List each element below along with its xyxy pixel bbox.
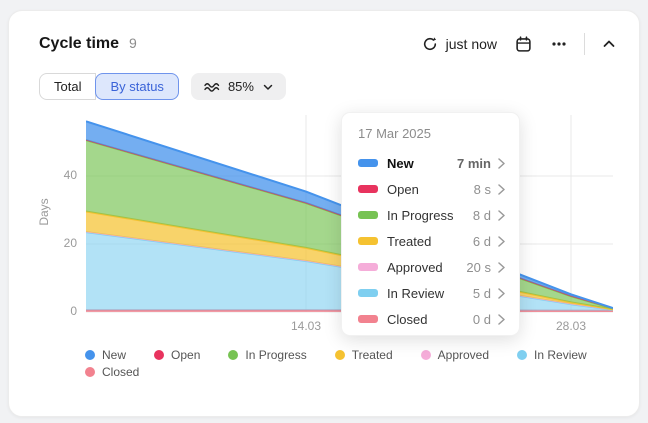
title-group: Cycle time 9 — [39, 35, 137, 53]
tooltip-row-label: New — [387, 155, 414, 171]
chevron-right-icon — [498, 209, 505, 221]
tooltip-row-new[interactable]: New 7 min — [358, 150, 505, 176]
legend-item-approved[interactable]: Approved — [420, 348, 490, 362]
view-mode-segmented-control: Total By status — [39, 73, 179, 100]
tooltip-row-label: Approved — [387, 259, 443, 275]
chevron-up-icon — [601, 36, 617, 52]
y-tick-label: 0 — [70, 304, 77, 318]
tooltip-row-label: Open — [387, 181, 419, 197]
chart-legend: New Open In Progress Treated Approved In Revi… — [85, 348, 633, 379]
tooltip-row-label: In Review — [387, 285, 445, 301]
calendar-button[interactable] — [509, 31, 538, 58]
tooltip-row-value: 20 s — [466, 259, 491, 275]
chart-tooltip: 17 Mar 2025 New 7 min Open 8 s In Progress 8 … — [341, 112, 520, 336]
percentile-value: 85% — [227, 79, 254, 94]
tooltip-swatch-icon — [358, 263, 378, 271]
more-menu-button[interactable] — [544, 31, 574, 57]
legend-dot-icon — [154, 350, 165, 360]
refresh-icon — [422, 36, 438, 52]
tab-total[interactable]: Total — [39, 73, 97, 100]
collapse-button[interactable] — [595, 31, 623, 57]
chart-controls: Total By status 85% — [39, 73, 286, 100]
legend-label: In Review — [534, 348, 587, 362]
tooltip-row-value: 7 min — [457, 155, 491, 171]
legend-label: New — [102, 348, 127, 362]
tooltip-row-label: In Progress — [387, 207, 454, 223]
ellipsis-icon — [550, 36, 568, 52]
header-divider — [584, 33, 585, 55]
chevron-right-icon — [498, 313, 505, 325]
tooltip-swatch-icon — [358, 315, 378, 323]
legend-dot-icon — [334, 350, 345, 360]
legend-label: Open — [171, 348, 201, 362]
legend-item-treated[interactable]: Treated — [334, 348, 393, 362]
tooltip-row-in-review[interactable]: In Review 5 d — [358, 280, 505, 306]
tooltip-row-label: Treated — [387, 233, 432, 249]
chevron-right-icon — [498, 261, 505, 273]
tooltip-row-closed[interactable]: Closed 0 d — [358, 306, 505, 332]
tooltip-row-approved[interactable]: Approved 20 s — [358, 254, 505, 280]
legend-item-in-review[interactable]: In Review — [517, 348, 587, 362]
refresh-time-label: just now — [445, 36, 497, 52]
legend-item-in-progress[interactable]: In Progress — [228, 348, 307, 362]
legend-item-open[interactable]: Open — [154, 348, 200, 362]
tooltip-row-value: 8 s — [473, 181, 491, 197]
tooltip-row-open[interactable]: Open 8 s — [358, 176, 505, 202]
tooltip-swatch-icon — [358, 289, 378, 297]
tooltip-row-label: Closed — [387, 311, 428, 327]
tooltip-row-value: 5 d — [472, 285, 491, 301]
legend-dot-icon — [517, 350, 528, 360]
tooltip-swatch-icon — [358, 211, 378, 219]
chevron-down-icon — [262, 81, 274, 93]
calendar-icon — [515, 35, 532, 53]
x-tick-label: 28.03 — [555, 319, 587, 333]
tooltip-date: 17 Mar 2025 — [358, 126, 431, 141]
percentile-wave-icon — [203, 79, 220, 95]
widget-count: 9 — [129, 35, 137, 51]
y-tick-label: 40 — [63, 168, 77, 182]
legend-label: Closed — [102, 365, 140, 379]
percentile-dropdown[interactable]: 85% — [190, 73, 286, 100]
chevron-right-icon — [498, 183, 505, 195]
tooltip-rows: New 7 min Open 8 s In Progress 8 d Treated 6 d A… — [358, 150, 505, 332]
cycle-time-widget: Cycle time 9 just now — [8, 10, 640, 417]
widget-title: Cycle time — [39, 35, 120, 52]
tooltip-swatch-icon — [358, 159, 378, 167]
x-tick-label: 14.03 — [290, 319, 322, 333]
legend-dot-icon — [85, 350, 95, 360]
legend-label: In Progress — [245, 348, 307, 362]
refresh-button[interactable]: just now — [416, 31, 503, 57]
tooltip-row-value: 6 d — [472, 233, 491, 249]
tab-by-status[interactable]: By status — [95, 73, 179, 100]
chevron-right-icon — [498, 235, 505, 247]
legend-dot-icon — [420, 350, 431, 360]
y-axis-label: Days — [37, 198, 51, 226]
widget-header: Cycle time 9 just now — [9, 11, 639, 57]
tooltip-row-in-progress[interactable]: In Progress 8 d — [358, 202, 505, 228]
y-tick-label: 20 — [63, 236, 77, 250]
tooltip-swatch-icon — [358, 237, 378, 245]
legend-label: Approved — [437, 348, 490, 362]
chevron-right-icon — [498, 287, 505, 299]
legend-item-closed[interactable]: Closed — [85, 365, 139, 379]
tooltip-row-treated[interactable]: Treated 6 d — [358, 228, 505, 254]
tooltip-row-value: 8 d — [472, 207, 491, 223]
legend-label: Treated — [351, 348, 393, 362]
legend-dot-icon — [85, 367, 95, 377]
header-actions: just now — [416, 31, 623, 58]
chevron-right-icon — [498, 157, 505, 169]
legend-item-new[interactable]: New — [85, 348, 126, 362]
legend-dot-icon — [228, 350, 239, 360]
tooltip-row-value: 0 d — [472, 311, 491, 327]
tooltip-swatch-icon — [358, 185, 378, 193]
